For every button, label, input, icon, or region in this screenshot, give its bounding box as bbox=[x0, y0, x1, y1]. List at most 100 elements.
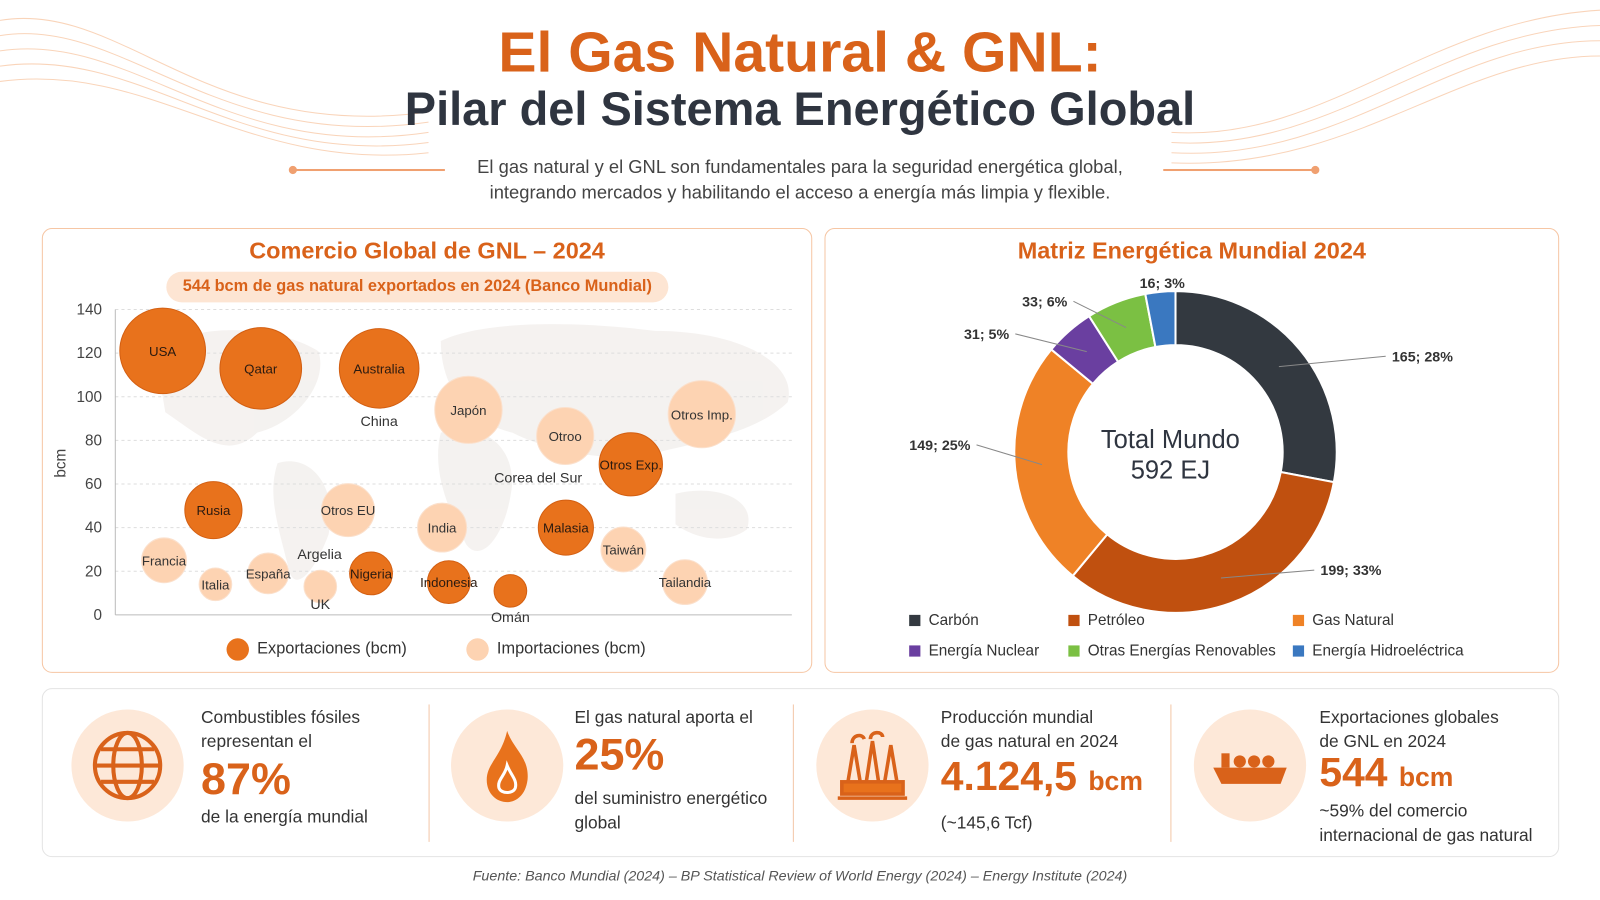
bubble-label: Otros Exp. bbox=[600, 457, 663, 472]
y-axis-label: bcm bbox=[52, 449, 69, 478]
y-tick-label: 20 bbox=[85, 563, 102, 580]
stat-value: 544 bcm bbox=[1319, 750, 1453, 796]
donut-slice[interactable] bbox=[1174, 290, 1338, 484]
legend-label-exports: Exportaciones (bcm) bbox=[257, 640, 407, 658]
stat-text: (~145,6 Tcf) bbox=[940, 813, 1033, 833]
legend-item: Carbón bbox=[909, 612, 979, 629]
leader-line bbox=[1015, 333, 1087, 353]
bubble-export[interactable] bbox=[537, 499, 594, 556]
stat-value: 4.124,5 bcm bbox=[941, 754, 1143, 800]
divider-right bbox=[1163, 165, 1320, 175]
bubble-import[interactable] bbox=[667, 380, 737, 449]
stat-text: de gas natural en 2024 bbox=[940, 731, 1119, 752]
stat-text: ~59% del comercio bbox=[1319, 801, 1468, 821]
lng-trade-badge: 544 bcm de gas natural exportados en 202… bbox=[166, 271, 669, 303]
legend-swatch bbox=[909, 645, 921, 657]
bubble-export[interactable] bbox=[338, 328, 420, 409]
bubble-import[interactable] bbox=[141, 537, 187, 584]
bubble-label: USA bbox=[149, 344, 176, 359]
bubble-label: Japón bbox=[450, 403, 486, 418]
subtitle-line-1: El gas natural y el GNL son fundamentale… bbox=[477, 156, 1123, 178]
bubble-export[interactable] bbox=[119, 307, 207, 395]
bubble-label: Malasia bbox=[543, 521, 589, 536]
legend-label: Gas Natural bbox=[1312, 611, 1394, 630]
legend-label: Petróleo bbox=[1087, 611, 1145, 630]
bubble-annotation: UK bbox=[310, 597, 330, 613]
legend-swatch-exports bbox=[226, 638, 249, 661]
bubble-import[interactable] bbox=[661, 559, 708, 606]
divider bbox=[1170, 704, 1172, 842]
bubble-label: Tailandia bbox=[659, 575, 712, 590]
bubble-import[interactable] bbox=[198, 567, 233, 602]
divider bbox=[428, 704, 430, 842]
title-line-1: El Gas Natural & GNL: bbox=[498, 19, 1102, 84]
subtitle-line-2: integrando mercados y habilitando el acc… bbox=[489, 182, 1111, 203]
stat-lng-exports: Exportaciones globales de GNL en 2024 54… bbox=[1165, 689, 1560, 857]
y-tick-label: 40 bbox=[85, 520, 102, 537]
legend-item: Energía Nuclear bbox=[909, 642, 1040, 660]
stat-production: Producción mundial de gas natural en 202… bbox=[788, 689, 1171, 857]
bubble-export[interactable] bbox=[598, 432, 663, 497]
stats-strip: Combustibles fósiles representan el 87% … bbox=[41, 688, 1560, 858]
energy-mix-title: Matriz Energética Mundial 2024 bbox=[1017, 237, 1366, 264]
bubble-export[interactable] bbox=[349, 551, 393, 596]
stat-text: El gas natural aporta el bbox=[574, 707, 753, 727]
bubble-export[interactable] bbox=[219, 327, 303, 410]
donut-chart: 165; 28% 199; 33% 149; 25% 31; 5% 33; 6% 16; … bbox=[909, 276, 1453, 614]
bubble-export[interactable] bbox=[493, 574, 528, 608]
stat-text: de GNL en 2024 bbox=[1319, 731, 1447, 752]
bubble-label: Otroo bbox=[549, 429, 582, 444]
energy-mix-panel: Matriz Energética Mundial 2024 165; 28% 1… bbox=[824, 228, 1560, 673]
stat-gas-share: El gas natural aporta el 25% del suminis… bbox=[422, 689, 792, 857]
bubble-label: Otros EU bbox=[321, 503, 375, 518]
stat-number: 4.124,5 bbox=[940, 754, 1078, 800]
donut-slice[interactable] bbox=[1071, 470, 1336, 614]
stat-text: Producción mundial bbox=[940, 707, 1094, 727]
bubble-import[interactable] bbox=[247, 552, 290, 595]
bubble-export[interactable] bbox=[184, 481, 243, 540]
legend-label: Otras Energías Renovables bbox=[1087, 642, 1276, 660]
stat-value: 25% bbox=[574, 729, 665, 780]
bubble-import[interactable] bbox=[417, 502, 468, 553]
bubble-import[interactable] bbox=[303, 569, 338, 604]
subtitle: El gas natural y el GNL son fundamentale… bbox=[0, 155, 1600, 206]
bubble-import[interactable] bbox=[320, 483, 376, 538]
legend-swatch bbox=[1068, 614, 1080, 627]
stat-text: de la energía mundial bbox=[201, 807, 368, 827]
source-footnote: Fuente: Banco Mundial (2024) – BP Statis… bbox=[472, 867, 1128, 884]
legend-swatch bbox=[1292, 614, 1305, 627]
bubble-import[interactable] bbox=[536, 406, 595, 466]
y-tick-label: 0 bbox=[94, 607, 103, 624]
stat-text: global bbox=[574, 813, 621, 833]
bubble-label: Rusia bbox=[196, 503, 231, 518]
bubble-export[interactable] bbox=[426, 560, 471, 605]
bubble-label: Australia bbox=[353, 361, 405, 376]
legend-item: Gas Natural bbox=[1292, 611, 1394, 630]
legend-label: Carbón bbox=[928, 611, 979, 630]
bubble-label: Otros Imp. bbox=[671, 407, 733, 422]
bubble-label: Indonesia bbox=[420, 575, 478, 590]
donut-slice[interactable] bbox=[1144, 290, 1177, 349]
y-tick-label: 80 bbox=[85, 432, 102, 449]
donut-data-label: 149; 25% bbox=[909, 438, 970, 454]
y-tick-label: 60 bbox=[85, 476, 102, 493]
divider bbox=[792, 704, 794, 842]
y-tick-label: 120 bbox=[77, 345, 103, 362]
bubble-annotation: China bbox=[361, 414, 398, 430]
lng-trade-panel: Comercio Global de GNL – 2024 544 bcm de… bbox=[41, 228, 813, 673]
legend-label: Energía Nuclear bbox=[928, 642, 1040, 660]
bubble-import[interactable] bbox=[434, 375, 503, 444]
donut-data-label: 199; 33% bbox=[1320, 563, 1381, 579]
donut-data-label: 33; 6% bbox=[1022, 294, 1068, 310]
bubble-import[interactable] bbox=[600, 526, 647, 573]
bubble-chart: 0 20 40 60 80 100 120 140 bcm USA Qatar Australia J… bbox=[52, 302, 792, 626]
flame-icon bbox=[451, 709, 564, 822]
decorative-waves-left bbox=[0, 18, 429, 156]
stat-unit: bcm bbox=[1398, 761, 1454, 793]
donut-data-label: 31; 5% bbox=[964, 327, 1010, 343]
stat-text: Exportaciones globales bbox=[1319, 707, 1499, 727]
stat-value: 87% bbox=[201, 754, 291, 805]
legend-item: Energía Hidroeléctrica bbox=[1292, 642, 1464, 660]
legend-item: Otras Energías Renovables bbox=[1068, 642, 1276, 660]
